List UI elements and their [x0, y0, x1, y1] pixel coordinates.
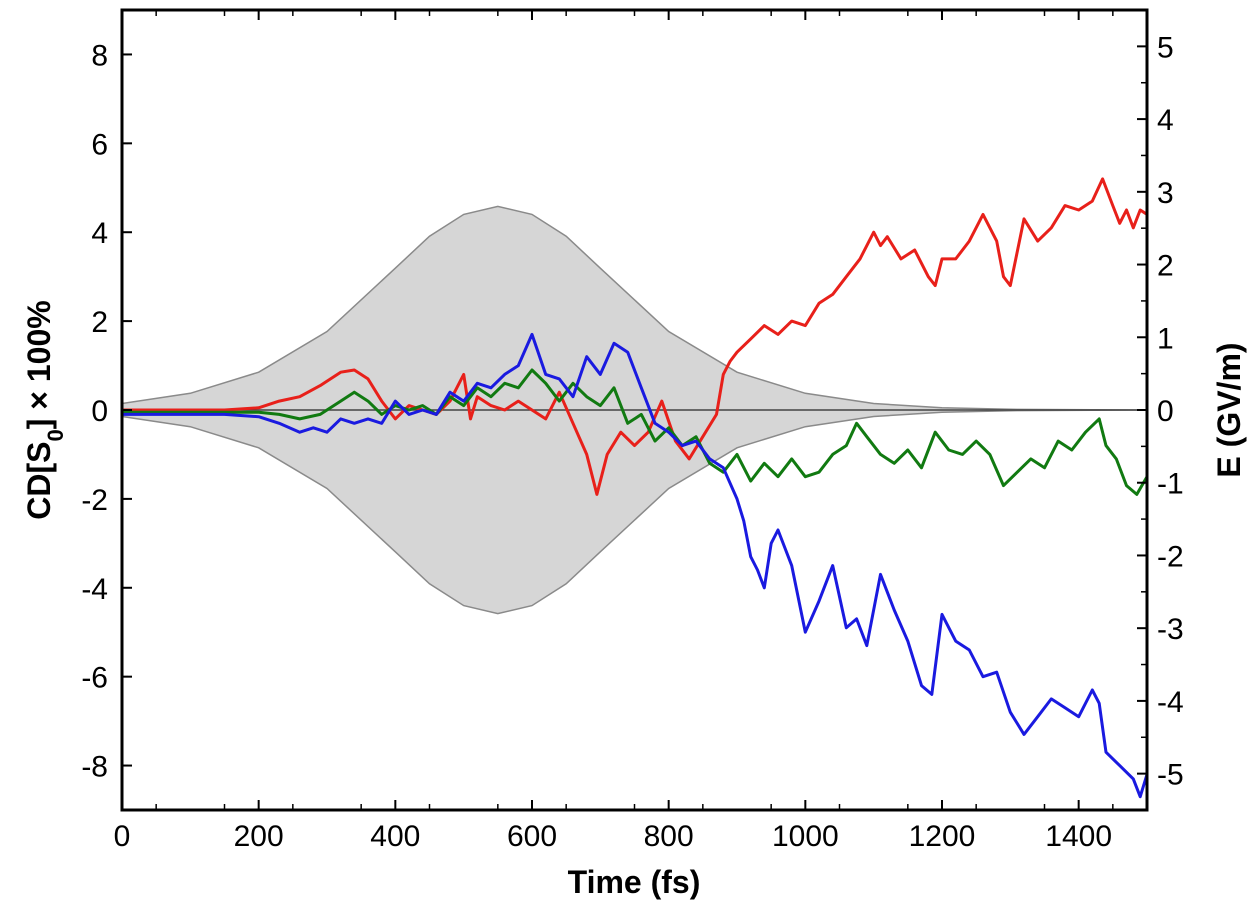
y2-axis-title: E (GV/m) — [1211, 342, 1247, 477]
y2-tick-label: -5 — [1157, 759, 1184, 792]
x-tick-label: 1000 — [772, 820, 839, 853]
x-tick-label: 800 — [644, 820, 694, 853]
y2-tick-label: -3 — [1157, 613, 1184, 646]
x-tick-label: 400 — [370, 820, 420, 853]
x-tick-label: 1200 — [909, 820, 976, 853]
y-axis-title-post: ] × 100% — [21, 300, 57, 429]
x-tick-label: 1400 — [1045, 820, 1112, 853]
y-tick-label: 2 — [91, 306, 108, 339]
y2-tick-label: -1 — [1157, 468, 1184, 501]
y2-tick-label: 4 — [1157, 104, 1174, 137]
y2-tick-label: 0 — [1157, 395, 1174, 428]
series-layer — [122, 177, 1147, 799]
x-axis-title: Time (fs) — [568, 864, 701, 900]
y2-tick-label: 3 — [1157, 177, 1174, 210]
y-tick-label: -8 — [81, 751, 108, 784]
y-tick-label: 6 — [91, 128, 108, 161]
y-axis-title: CD[S0] × 100% — [21, 300, 68, 519]
x-tick-label: 600 — [507, 820, 557, 853]
y-tick-label: -6 — [81, 662, 108, 695]
y2-tick-label: -4 — [1157, 686, 1184, 719]
y-tick-label: 4 — [91, 217, 108, 250]
y2-tick-label: 5 — [1157, 31, 1174, 64]
y2-tick-label: 1 — [1157, 322, 1174, 355]
x-tick-label: 200 — [234, 820, 284, 853]
y2-tick-label: -2 — [1157, 540, 1184, 573]
y-axis-title-pre: CD[S — [21, 442, 57, 520]
y-tick-label: -4 — [81, 573, 108, 606]
y2-tick-label: 2 — [1157, 250, 1174, 283]
y-tick-label: 0 — [91, 395, 108, 428]
y-axis-title-sub: 0 — [43, 429, 68, 441]
y-tick-label: -2 — [81, 484, 108, 517]
x-tick-label: 0 — [114, 820, 131, 853]
y-tick-label: 8 — [91, 39, 108, 72]
ticks-layer: 0 200 400 600 800 1000 1200 1400 -8 -6 -4 -2 0 2 4 6 8 -5… — [81, 10, 1184, 853]
series-line-blue — [122, 332, 1147, 799]
